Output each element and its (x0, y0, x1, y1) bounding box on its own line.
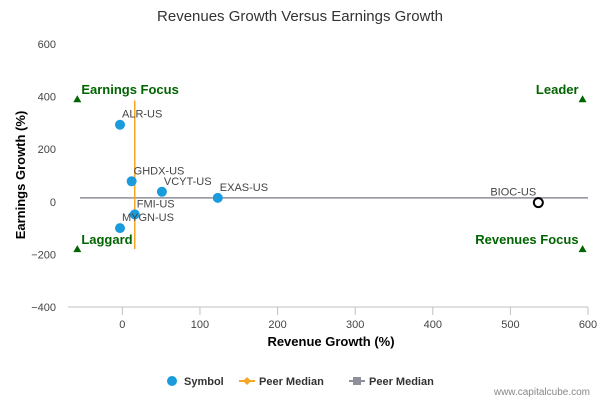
quadrant-marker (73, 245, 82, 253)
quadrant-marker (578, 245, 587, 253)
data-point-label: BIOC-US (490, 187, 536, 199)
data-point (156, 186, 167, 197)
data-point (115, 119, 125, 130)
x-axis-ticks: 0 100 200 300 400 500 600 (119, 307, 597, 331)
y-axis-ticks: −400 −200 0 200 400 600 (31, 39, 56, 314)
data-point-label: FMI-US (137, 198, 175, 210)
data-point-label: EXAS-US (220, 182, 268, 194)
y-axis-title: Earnings Growth (%) (13, 111, 28, 240)
y-tick-label: 600 (38, 39, 56, 51)
legend-label: Symbol (184, 376, 224, 388)
data-point-label: ALR-US (122, 109, 162, 121)
y-tick-label: 400 (38, 92, 56, 104)
y-tick-label: 0 (50, 197, 56, 209)
credit-text: www.capitalcube.com (493, 387, 590, 398)
legend: Symbol Peer Median Peer Median (167, 376, 434, 388)
data-point-label: VCYT-US (164, 176, 212, 188)
data-point (126, 176, 137, 187)
y-tick-label: 200 (38, 144, 56, 156)
x-tick-label: 200 (268, 319, 286, 331)
legend-symbol (167, 376, 177, 386)
y-tick-label: −400 (31, 302, 56, 314)
data-point (115, 223, 125, 234)
chart-title: Revenues Growth Versus Earnings Growth (157, 8, 443, 25)
legend-marker (353, 377, 361, 385)
quadrant-label: Leader (536, 82, 579, 97)
data-point (532, 197, 544, 209)
x-tick-label: 600 (579, 319, 597, 331)
legend-label: Peer Median (259, 376, 324, 388)
x-tick-label: 500 (501, 319, 519, 331)
legend-label: Peer Median (369, 376, 434, 388)
legend-marker (243, 377, 251, 385)
x-tick-label: 400 (424, 319, 442, 331)
quadrant-label: Revenues Focus (475, 232, 578, 247)
y-tick-label: −200 (31, 249, 56, 261)
x-axis-title: Revenue Growth (%) (267, 334, 394, 349)
x-tick-label: 0 (119, 319, 125, 331)
quadrant-labels: Earnings Focus Leader Laggard Revenues Focu… (73, 82, 587, 253)
data-point (212, 192, 223, 203)
x-tick-label: 300 (346, 319, 364, 331)
data-point-label: MYGN-US (122, 212, 174, 224)
quadrant-marker (73, 95, 82, 103)
peer-median-lines (80, 100, 588, 250)
data-point (129, 209, 140, 220)
data-point-label: GHDX-US (134, 165, 185, 177)
x-tick-label: 100 (191, 319, 209, 331)
quadrant-marker (578, 95, 587, 103)
quadrant-label: Earnings Focus (81, 82, 179, 97)
quadrant-label: Laggard (81, 232, 132, 247)
